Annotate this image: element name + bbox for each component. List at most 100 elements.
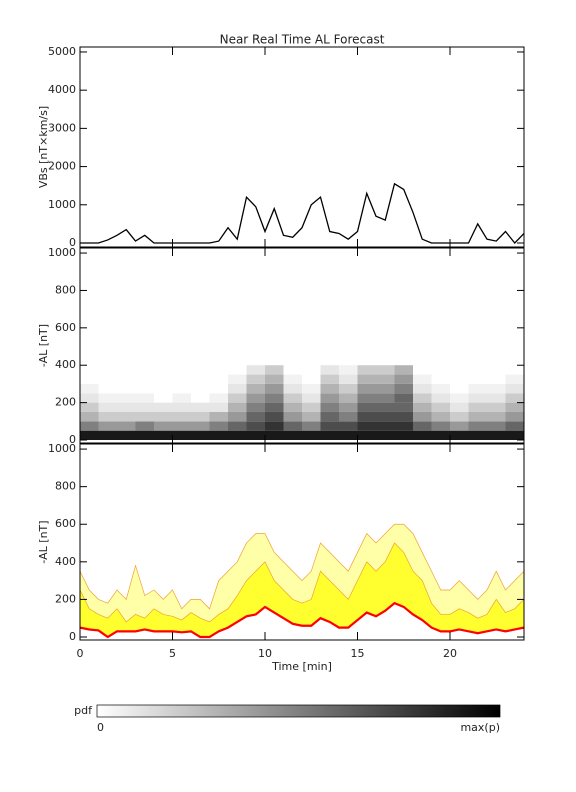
pdf-cell (265, 421, 284, 431)
pdf-cell (228, 365, 247, 375)
pdf-cell (191, 365, 210, 375)
pdf-cell (468, 365, 487, 375)
pdf-cell (357, 365, 376, 375)
pdf-cell (117, 402, 136, 412)
pdf-cell (376, 430, 395, 441)
pdf-cell (505, 402, 524, 412)
pdf-cell (209, 393, 228, 403)
pdf-cell (431, 365, 450, 375)
y-tick-label: 200 (55, 396, 76, 409)
pdf-cell (154, 430, 173, 441)
pdf-cell (135, 374, 154, 384)
pdf-cell (450, 365, 469, 375)
y-tick-label: 3000 (48, 121, 76, 134)
panel: 0 1000 2000 3000 4000 5000 VBs [nT×km/s] (37, 45, 525, 249)
pdf-cell (265, 393, 284, 403)
pdf-cell (487, 374, 506, 384)
pdf-cell (117, 421, 136, 431)
pdf-cell (246, 411, 265, 422)
pdf-cell (191, 430, 210, 441)
pdf-cell (265, 383, 284, 394)
pdf-cell (302, 421, 321, 431)
pdf-cell (80, 374, 99, 384)
pdf-cell (135, 393, 154, 403)
pdf-cell (283, 383, 302, 394)
pdf-cell (228, 411, 247, 422)
pdf-cell (265, 374, 284, 384)
median-line (80, 601, 524, 639)
y-tick-label: 1000 (48, 246, 76, 259)
pdf-cell (228, 393, 247, 403)
y-tick-label: 600 (55, 517, 76, 530)
pdf-cell (487, 383, 506, 394)
pdf-cell (450, 421, 469, 431)
pdf-cell (228, 421, 247, 431)
y-tick-label: 0 (69, 630, 76, 643)
pdf-cell (80, 383, 99, 394)
y-tick-label: 5000 (48, 45, 76, 58)
pdf-cell (468, 402, 487, 412)
pdf-cell (320, 402, 339, 412)
pdf-cell (135, 402, 154, 412)
y-axis-label: -AL [nT] (37, 520, 50, 563)
pdf-cell (357, 411, 376, 422)
pdf-cell (431, 411, 450, 422)
pdf-cell (283, 421, 302, 431)
pdf-cell (357, 402, 376, 412)
pdf-cell (302, 393, 321, 403)
pdf-cell (394, 402, 413, 412)
pdf-cell (265, 402, 284, 412)
pdf-cell (191, 374, 210, 384)
pdf-cell (209, 430, 228, 441)
pdf-cell (487, 421, 506, 431)
y-tick-label: 600 (55, 321, 76, 334)
pdf-cell (172, 374, 191, 384)
pdf-cell (302, 374, 321, 384)
pdf-cell (394, 374, 413, 384)
pdf-cell (357, 430, 376, 441)
pdf-cell (487, 430, 506, 441)
pdf-cell (154, 383, 173, 394)
pdf-cell (246, 374, 265, 384)
pdf-cell (505, 374, 524, 384)
pdf-cell (413, 411, 432, 422)
colorbar-tick-label: max(p) (460, 721, 500, 734)
pdf-cell (228, 430, 247, 441)
pdf-cell (468, 421, 487, 431)
pdf-cell (80, 365, 99, 375)
pdf-cell (376, 365, 395, 375)
pdf-cell (209, 402, 228, 412)
y-tick-label: 0 (69, 433, 76, 446)
pdf-cell (450, 393, 469, 403)
pdf-cell (339, 421, 358, 431)
y-tick-label: 400 (55, 358, 76, 371)
pdf-cell (468, 383, 487, 394)
pdf-cell (246, 430, 265, 441)
chart-title: Near Real Time AL Forecast (220, 33, 385, 47)
panel: 0 200 400 600 800 1000 0 5 10 15 20 -AL [nT] Time [m… (37, 442, 525, 673)
pdf-cell (117, 374, 136, 384)
pdf-cell (209, 411, 228, 422)
pdf-cell (246, 393, 265, 403)
pdf-cell (468, 393, 487, 403)
pdf-cell (154, 365, 173, 375)
pdf-cell (302, 411, 321, 422)
pdf-cell (357, 383, 376, 394)
pdf-cell (450, 411, 469, 422)
frame (79, 247, 525, 444)
pdf-cell (431, 421, 450, 431)
pdf-cell (357, 421, 376, 431)
pdf-cell (172, 383, 191, 394)
pdf-cell (283, 402, 302, 412)
y-tick-label: 400 (55, 555, 76, 568)
pdf-cell (339, 365, 358, 375)
pdf-cell (191, 383, 210, 394)
pdf-cell (172, 393, 191, 403)
pdf-cell (376, 402, 395, 412)
pdf-cell (98, 421, 117, 431)
y-tick-label: 2000 (48, 160, 76, 173)
pdf-cell (98, 365, 117, 375)
pdf-cell (394, 393, 413, 403)
pdf-cell (172, 430, 191, 441)
